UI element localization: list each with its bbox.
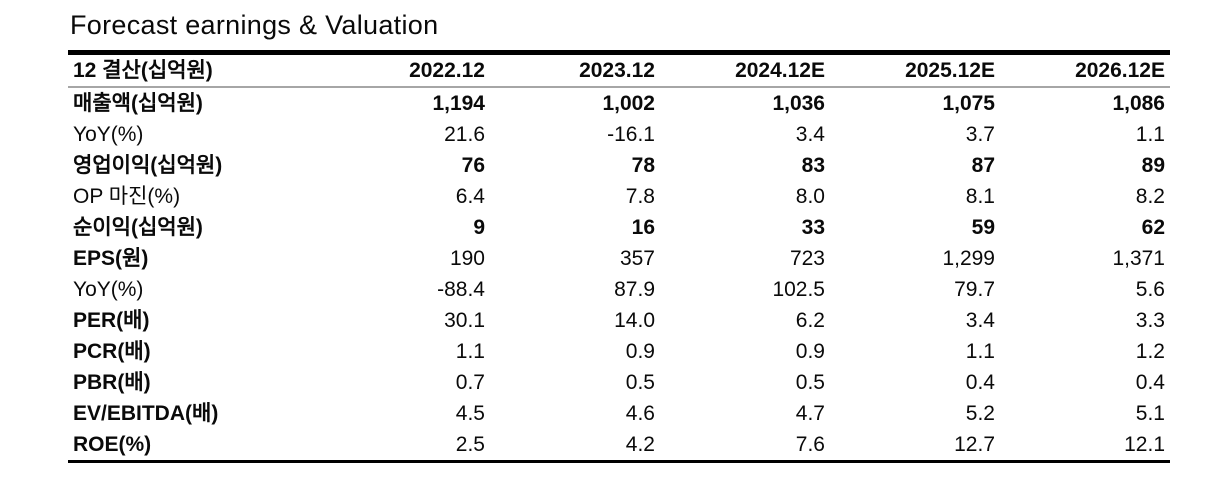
report-section: Forecast earnings & Valuation 12 결산(십억원)…: [68, 10, 1170, 463]
cell-value: 87: [971, 154, 995, 177]
cell-value: 8.0: [795, 185, 825, 208]
row-label: EV/EBITDA(배): [73, 402, 219, 425]
row-label: PBR(배): [73, 371, 151, 394]
header-period-column: 2026.12E: [1000, 52, 1170, 88]
cell-value: 4.5: [455, 402, 485, 425]
cell-value: 5.1: [1135, 402, 1165, 425]
table-row: 순이익(십억원) 9 16 33 59 62: [68, 212, 1170, 243]
table-row: PCR(배) 1.1 0.9 0.9 1.1 1.2: [68, 336, 1170, 367]
cell-value: 357: [619, 247, 655, 270]
row-label: 매출액(십억원): [73, 92, 203, 115]
cell-value: 6.4: [455, 185, 485, 208]
cell-value: 78: [631, 154, 655, 177]
table-row: EPS(원) 190 357 723 1,299 1,371: [68, 243, 1170, 274]
cell-value: 0.5: [625, 371, 655, 394]
header-period-column: 2024.12E: [660, 52, 830, 88]
cell-value: 0.4: [1135, 371, 1165, 394]
cell-value: 4.7: [795, 402, 825, 425]
header-period-column: 2025.12E: [830, 52, 1000, 88]
cell-value: 1,036: [772, 92, 825, 115]
table-row: YoY(%) -88.4 87.9 102.5 79.7 5.6: [68, 274, 1170, 305]
cell-value: 0.5: [795, 371, 825, 394]
header-metric-column: 12 결산(십억원): [68, 52, 320, 88]
row-label: OP 마진(%): [73, 185, 181, 208]
cell-value: 8.2: [1135, 185, 1165, 208]
cell-value: 5.6: [1135, 278, 1165, 301]
cell-value: 12.7: [954, 433, 995, 456]
cell-value: 2.5: [455, 433, 485, 456]
row-label: ROE(%): [73, 433, 152, 456]
cell-value: -16.1: [607, 123, 655, 146]
cell-value: 1,002: [602, 92, 655, 115]
row-label: 순이익(십억원): [73, 216, 203, 239]
cell-value: 62: [1141, 216, 1165, 239]
row-label: EPS(원): [73, 247, 149, 270]
table-body: 매출액(십억원) 1,194 1,002 1,036 1,075 1,086 YoY(%) 2…: [68, 87, 1170, 462]
cell-value: 6.2: [795, 309, 825, 332]
table-row: 영업이익(십억원) 76 78 83 87 89: [68, 150, 1170, 181]
section-title: Forecast earnings & Valuation: [70, 10, 439, 40]
row-label: PCR(배): [73, 340, 151, 363]
cell-value: 87.9: [614, 278, 655, 301]
cell-value: 1,086: [1112, 92, 1165, 115]
cell-value: 3.7: [965, 123, 995, 146]
cell-value: 0.9: [625, 340, 655, 363]
cell-value: 16: [631, 216, 655, 239]
cell-value: 3.4: [965, 309, 995, 332]
cell-value: 7.8: [625, 185, 655, 208]
cell-value: 1.2: [1135, 340, 1165, 363]
forecast-valuation-table: 12 결산(십억원) 2022.12 2023.12 2024.12E 2025.12E…: [68, 50, 1170, 463]
cell-value: 12.1: [1124, 433, 1165, 456]
cell-value: 30.1: [444, 309, 485, 332]
row-label: 영업이익(십억원): [73, 154, 223, 177]
cell-value: 1,371: [1112, 247, 1165, 270]
cell-value: 3.3: [1135, 309, 1165, 332]
cell-value: 102.5: [772, 278, 825, 301]
cell-value: 1.1: [1135, 123, 1165, 146]
cell-value: 59: [971, 216, 995, 239]
cell-value: 89: [1141, 154, 1165, 177]
cell-value: 1.1: [965, 340, 995, 363]
cell-value: 1.1: [455, 340, 485, 363]
cell-value: 0.7: [455, 371, 485, 394]
cell-value: 1,075: [942, 92, 995, 115]
header-period-column: 2022.12: [320, 52, 490, 88]
cell-value: 190: [449, 247, 485, 270]
cell-value: 0.9: [795, 340, 825, 363]
cell-value: 83: [801, 154, 825, 177]
table-row: 매출액(십억원) 1,194 1,002 1,036 1,075 1,086: [68, 87, 1170, 119]
table-header-row: 12 결산(십억원) 2022.12 2023.12 2024.12E 2025.12E…: [68, 52, 1170, 88]
table-row: PBR(배) 0.7 0.5 0.5 0.4 0.4: [68, 367, 1170, 398]
cell-value: 7.6: [795, 433, 825, 456]
cell-value: 1,299: [942, 247, 995, 270]
cell-value: 76: [461, 154, 485, 177]
table-row: OP 마진(%) 6.4 7.8 8.0 8.1 8.2: [68, 181, 1170, 212]
table-row: PER(배) 30.1 14.0 6.2 3.4 3.3: [68, 305, 1170, 336]
cell-value: 4.6: [625, 402, 655, 425]
cell-value: 21.6: [444, 123, 485, 146]
cell-value: 8.1: [965, 185, 995, 208]
header-period-column: 2023.12: [490, 52, 660, 88]
cell-value: -88.4: [437, 278, 485, 301]
table-row: ROE(%) 2.5 4.2 7.6 12.7 12.1: [68, 429, 1170, 462]
table-row: EV/EBITDA(배) 4.5 4.6 4.7 5.2 5.1: [68, 398, 1170, 429]
row-label: PER(배): [73, 309, 150, 332]
row-label: YoY(%): [73, 123, 144, 146]
cell-value: 9: [473, 216, 485, 239]
cell-value: 0.4: [965, 371, 995, 394]
cell-value: 1,194: [432, 92, 485, 115]
cell-value: 723: [789, 247, 825, 270]
cell-value: 3.4: [795, 123, 825, 146]
row-label: YoY(%): [73, 278, 144, 301]
cell-value: 14.0: [614, 309, 655, 332]
cell-value: 5.2: [965, 402, 995, 425]
cell-value: 33: [801, 216, 825, 239]
cell-value: 79.7: [954, 278, 995, 301]
table-row: YoY(%) 21.6 -16.1 3.4 3.7 1.1: [68, 119, 1170, 150]
cell-value: 4.2: [625, 433, 655, 456]
